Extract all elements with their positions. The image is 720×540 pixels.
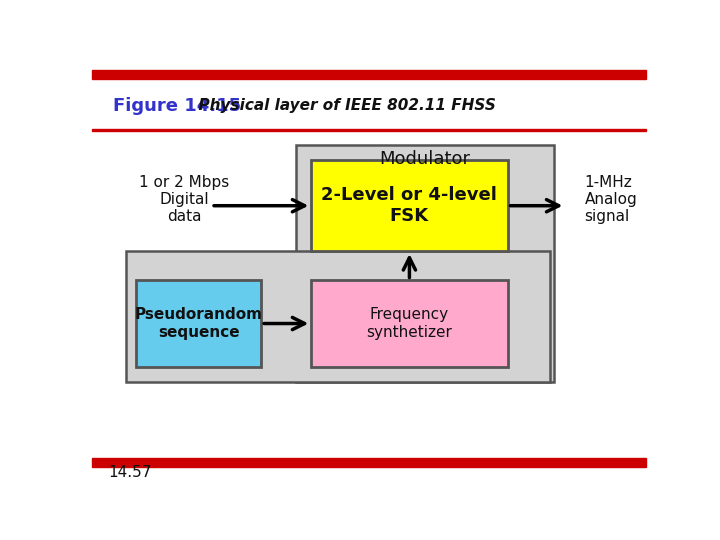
Text: 14.57: 14.57 [109,465,152,481]
Text: signal: signal [585,209,630,224]
Text: Figure 14.15: Figure 14.15 [113,97,241,114]
Bar [92,458,647,467]
Bar [137,280,261,367]
Text: 1-MHz: 1-MHz [585,175,632,190]
Bar [127,251,550,382]
Text: Modulator: Modulator [379,150,470,168]
Text: Analog: Analog [585,192,637,207]
Bar [92,129,647,131]
Text: Frequency
synthetizer: Frequency synthetizer [366,307,452,340]
Text: 2-Level or 4-level
FSK: 2-Level or 4-level FSK [322,186,498,225]
Text: data: data [167,209,202,224]
Bar [92,70,647,79]
Bar [311,160,508,251]
Text: Pseudorandom
sequence: Pseudorandom sequence [135,307,263,340]
Text: Physical layer of IEEE 802.11 FHSS: Physical layer of IEEE 802.11 FHSS [188,98,496,113]
Bar [311,280,508,367]
Text: Digital: Digital [159,192,209,207]
Bar [296,145,554,382]
Text: 1 or 2 Mbps: 1 or 2 Mbps [139,175,230,190]
